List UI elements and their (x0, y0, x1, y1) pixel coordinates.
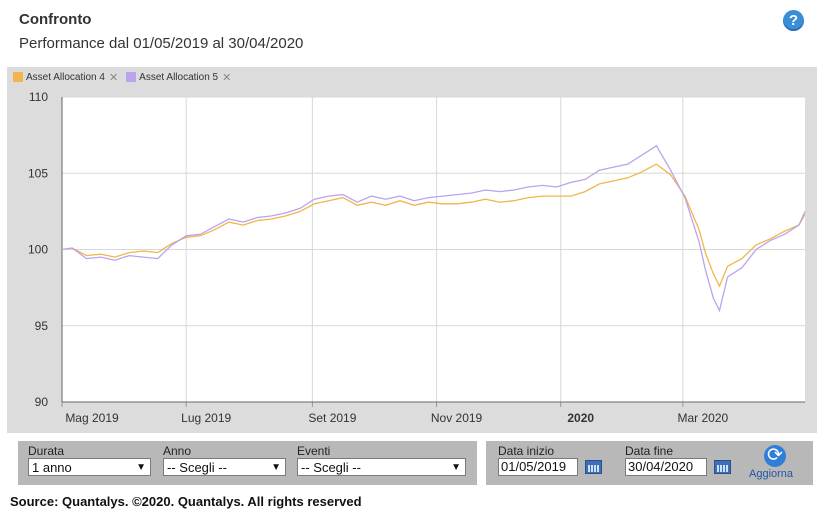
page-title: Confronto (19, 11, 92, 28)
remove-series-icon[interactable]: ✕ (108, 71, 119, 84)
filter-panel: Durata 1 anno ▼ Anno -- Scegli -- ▼ Even… (18, 441, 477, 485)
x-tick-label: Mag 2019 (65, 411, 119, 425)
x-tick-label: Lug 2019 (181, 411, 231, 425)
data-fine-label: Data fine (625, 444, 674, 458)
durata-select[interactable]: 1 anno ▼ (28, 458, 151, 476)
data-inizio-input[interactable]: 01/05/2019 (498, 458, 578, 476)
remove-series-icon[interactable]: ✕ (222, 71, 232, 84)
eventi-value: -- Scegli -- (301, 460, 361, 475)
y-tick-label: 90 (35, 395, 49, 409)
series-line-1 (61, 163, 806, 288)
chevron-down-icon: ▼ (271, 462, 281, 473)
x-tick-label: Nov 2019 (431, 411, 483, 425)
y-tick-label: 100 (28, 243, 48, 257)
series-line-2 (61, 144, 806, 313)
refresh-button[interactable]: Aggiorna (749, 468, 794, 480)
calendar-icon[interactable] (585, 460, 602, 474)
data-inizio-label: Data inizio (498, 444, 555, 458)
anno-label: Anno (163, 444, 192, 458)
y-tick-label: 110 (29, 90, 48, 104)
y-tick-label: 95 (35, 319, 49, 333)
chart-legend: Asset Allocation 4 ✕ Asset Allocation 5 … (13, 70, 239, 84)
legend-label-aa4: Asset Allocation 4 (26, 71, 105, 83)
legend-label-aa5: Asset Allocation 5 (139, 71, 219, 83)
y-tick-label: 105 (28, 166, 48, 180)
date-panel: Data inizio 01/05/2019 Data fine 30/04/2… (486, 441, 813, 485)
anno-select[interactable]: -- Scegli -- ▼ (163, 458, 286, 476)
eventi-select[interactable]: -- Scegli -- ▼ (297, 458, 466, 476)
line-chart: 90 95 100 105 110 Mag 2019 Lug 2019 Set 2019 Nov… (28, 90, 806, 425)
durata-label: Durata (28, 444, 65, 458)
x-tick-label: Set 2019 (308, 411, 356, 425)
chevron-down-icon: ▼ (136, 462, 146, 473)
refresh-icon[interactable] (764, 444, 786, 467)
legend-item-aa5[interactable]: Asset Allocation 5 ✕ (126, 71, 231, 84)
anno-value: -- Scegli -- (167, 460, 227, 475)
legend-swatch-aa5 (126, 72, 137, 82)
help-icon[interactable]: ? (783, 10, 804, 31)
legend-item-aa4[interactable]: Asset Allocation 4 ✕ (13, 71, 118, 84)
x-tick-label: Mar 2020 (678, 411, 729, 425)
source-note: Source: Quantalys. ©2020. Quantalys. All… (10, 494, 362, 509)
calendar-icon[interactable] (714, 460, 731, 474)
chevron-down-icon: ▼ (451, 462, 461, 473)
data-fine-input[interactable]: 30/04/2020 (625, 458, 707, 476)
legend-swatch-aa4 (13, 72, 23, 82)
page-subtitle: Performance dal 01/05/2019 al 30/04/2020 (19, 35, 304, 52)
x-tick-label: 2020 (567, 411, 594, 425)
durata-value: 1 anno (32, 460, 72, 475)
eventi-label: Eventi (297, 444, 331, 458)
